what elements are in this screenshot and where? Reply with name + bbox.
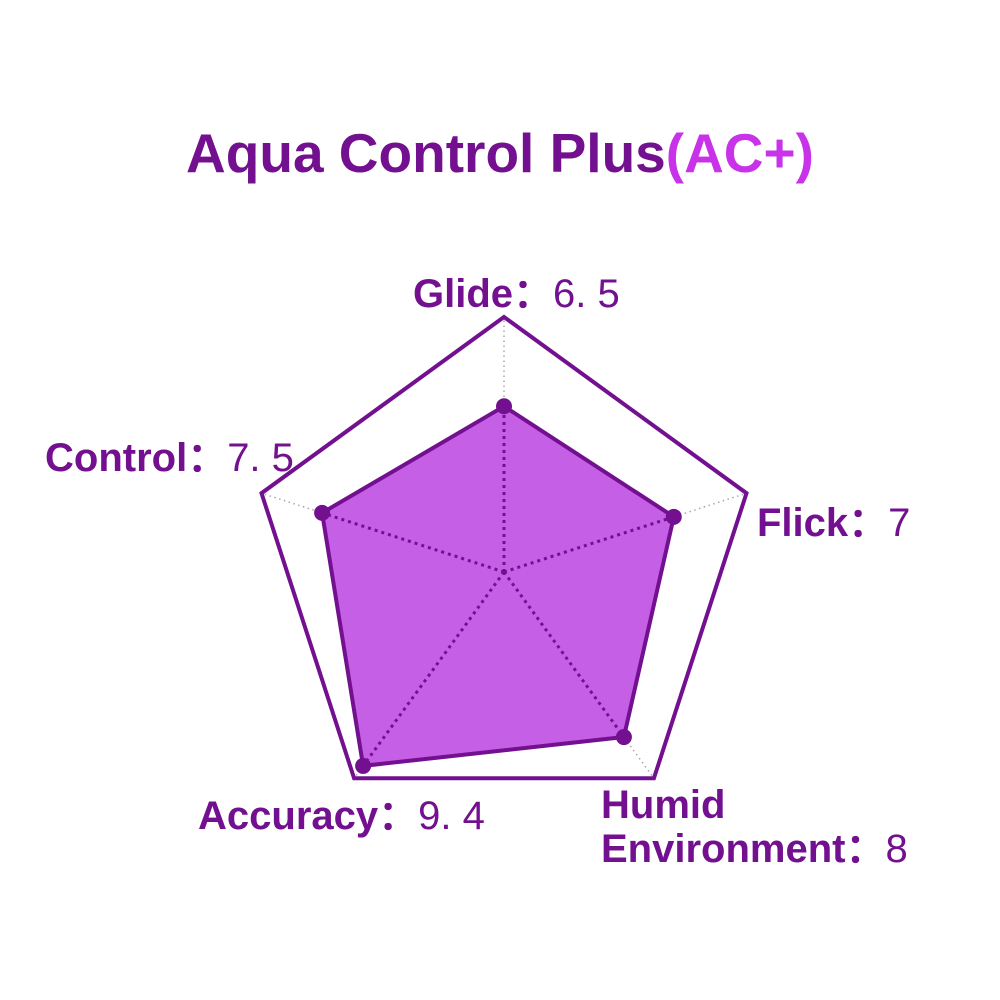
axis-label-control: Control：7. 5 (45, 436, 294, 480)
axis-value: 8 (885, 827, 908, 871)
radar-point (665, 508, 682, 525)
chart-title-main: Aqua Control Plus (186, 122, 666, 184)
axis-name: Flick (757, 501, 849, 545)
radar-point (314, 504, 331, 521)
axis-value: 7 (888, 501, 911, 545)
radar-radius-line (503, 515, 675, 574)
radar-area (319, 403, 677, 769)
radar-radius-line (502, 571, 626, 738)
chart-title: Aqua Control Plus(AC+) (0, 121, 1000, 185)
radar-outline (259, 314, 749, 781)
axis-label-humid-environment: Humid Environment：8 (601, 783, 953, 871)
radar-point (355, 757, 372, 774)
radar-point (496, 398, 512, 415)
axis-name: Accuracy (198, 794, 379, 838)
axis-colon: ： (378, 794, 419, 838)
axis-label-flick: Flick：7 (757, 501, 910, 545)
radar-point (615, 729, 632, 746)
axis-label-glide: Glide：6. 5 (413, 272, 620, 316)
axis-value: 9. 4 (418, 794, 485, 838)
axis-label-accuracy: Accuracy：9. 4 (198, 794, 485, 838)
axis-value: 7. 5 (227, 436, 294, 480)
axis-name: Humid Environment (601, 783, 846, 871)
axis-colon: ： (187, 436, 228, 480)
axis-name: Control (45, 436, 188, 480)
axis-value: 6. 5 (553, 272, 620, 316)
axis-colon: ： (513, 272, 554, 316)
chart-title-accent: (AC+) (665, 122, 814, 184)
radar-radius-line (361, 571, 506, 767)
axis-colon: ： (848, 501, 889, 545)
axis-name: Glide (413, 272, 514, 316)
axis-colon: ： (845, 827, 886, 871)
